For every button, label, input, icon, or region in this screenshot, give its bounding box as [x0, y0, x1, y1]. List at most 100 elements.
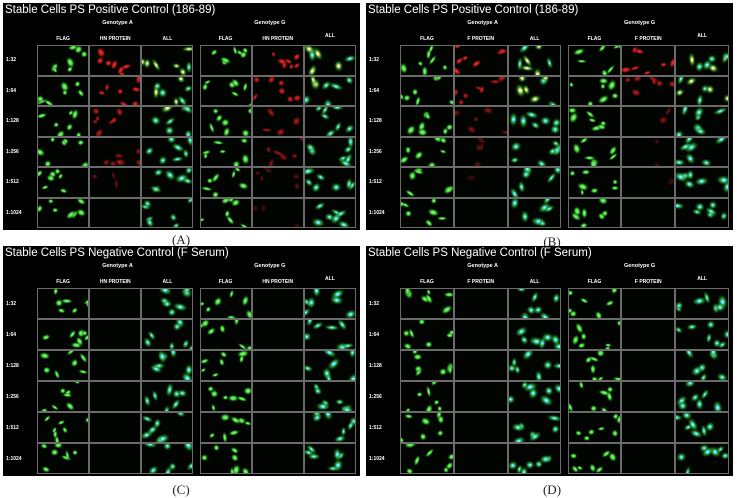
micrograph-image: [455, 320, 507, 349]
column-label: FLAG: [218, 36, 233, 42]
panel-caption: (C): [172, 482, 190, 497]
flag-channel-image: [567, 350, 622, 381]
panel-title: Stable Cells PS Negative Control (F Seru…: [368, 247, 592, 259]
dilution-label: 1:128: [369, 118, 382, 125]
micrograph-image: [314, 107, 355, 136]
protein-channel-image: [621, 45, 676, 76]
flag-channel-image: [37, 75, 90, 106]
protein-channel-image: [453, 319, 508, 350]
merged-channel-image: [141, 443, 194, 474]
flag-channel-image: [567, 75, 622, 106]
merged-channel-image: [141, 381, 194, 412]
flag-channel-image: [567, 167, 622, 198]
micrograph-image: [200, 444, 250, 473]
protein-channel-image: [453, 167, 508, 198]
flag-channel-image: [37, 350, 90, 381]
merged-channel-image: [141, 288, 194, 319]
micrograph-image: [142, 198, 193, 227]
micrograph-image: [676, 107, 728, 136]
micrograph-image: [514, 76, 559, 105]
merged-channel-image: [141, 350, 194, 381]
micrograph-image: [200, 137, 250, 166]
merged-channel-image: [507, 45, 562, 76]
micrograph-image: [658, 107, 673, 125]
micrograph-image: [38, 168, 68, 194]
column-label: HN PROTEIN: [262, 279, 294, 285]
protein-channel-image: [89, 136, 142, 167]
merged-channel-image: [675, 167, 729, 198]
micrograph-image: [454, 46, 507, 75]
protein-channel-image: [251, 381, 304, 412]
flag-channel-image: [37, 197, 90, 228]
merged-channel-image: [507, 319, 562, 350]
dilution-label: 1:64: [369, 87, 380, 94]
dilution-label: 1:512: [6, 179, 19, 186]
protein-channel-image: [621, 106, 676, 137]
micrograph-image: [254, 168, 301, 191]
merged-channel-image: [303, 45, 356, 76]
protein-channel-image: [621, 288, 676, 319]
merged-channel-image: [303, 443, 356, 474]
dilution-label: 1:32: [369, 300, 380, 307]
column-label: F PROTEIN: [634, 36, 662, 42]
protein-channel-image: [621, 167, 676, 198]
micrograph-image: [403, 289, 453, 315]
micrograph-image: [53, 289, 89, 314]
merged-channel-image: [303, 288, 356, 319]
column-label: ALL: [529, 36, 540, 42]
micrograph-image: [570, 198, 608, 227]
flag-channel-image: [37, 167, 90, 198]
micrograph-image: [404, 168, 453, 197]
micrograph-image: [676, 199, 728, 221]
micrograph-image: [508, 110, 561, 135]
micrograph-image: [509, 198, 555, 227]
merged-channel-image: [507, 75, 562, 106]
flag-channel-image: [199, 75, 252, 106]
micrograph-image: [571, 320, 621, 349]
flag-channel-image: [567, 136, 622, 167]
flag-channel-image: [400, 443, 454, 474]
column-label: ALL: [325, 276, 335, 282]
micrograph-image: [622, 320, 674, 349]
flag-channel-image: [199, 443, 252, 474]
micrograph-image: [515, 289, 560, 318]
dilution-label: 1:128: [6, 118, 19, 125]
flag-channel-image: [567, 381, 622, 412]
flag-channel-image: [37, 412, 90, 443]
column-label: F PROTEIN: [467, 36, 495, 42]
protein-channel-image: [251, 197, 304, 228]
column-label: HN PROTEIN: [99, 279, 131, 285]
flag-channel-image: [199, 106, 252, 137]
flag-channel-image: [567, 288, 622, 319]
micrograph-image: [305, 137, 355, 166]
micrograph-image: [38, 351, 89, 380]
panel-caption: (A): [171, 232, 191, 247]
protein-channel-image: [621, 197, 676, 228]
protein-channel-image: [453, 45, 508, 76]
micrograph-image: [406, 110, 453, 136]
flag-channel-image: [400, 106, 454, 137]
protein-channel-image: [89, 350, 142, 381]
genotype-g-label: Genotype G: [254, 263, 286, 269]
micrograph-image: [401, 198, 448, 227]
micrograph-image: [676, 169, 728, 195]
merged-channel-image: [675, 106, 729, 137]
merged-channel-image: [303, 106, 356, 137]
figure-panel: Stable Cells PS Negative Control (F Seru…: [3, 246, 360, 476]
micrograph-image: [38, 80, 85, 105]
protein-channel-image: [453, 412, 508, 443]
micrograph-image: [90, 444, 140, 473]
micrograph-image: [401, 137, 448, 166]
panel-title: Stable Cells PS Negative Control (F Seru…: [5, 247, 229, 259]
micrograph-image: [667, 177, 675, 187]
flag-channel-image: [567, 412, 622, 443]
protein-channel-image: [251, 167, 304, 198]
micrograph-image: [411, 351, 453, 377]
micrograph-image: [265, 137, 303, 166]
protein-channel-image: [251, 350, 304, 381]
figure-panel: Stable Cells PS Positive Control (186-89…: [366, 3, 733, 230]
flag-channel-image: [567, 106, 622, 137]
flag-channel-image: [199, 167, 252, 198]
protein-channel-image: [453, 106, 508, 137]
micrograph-image: [152, 76, 193, 105]
